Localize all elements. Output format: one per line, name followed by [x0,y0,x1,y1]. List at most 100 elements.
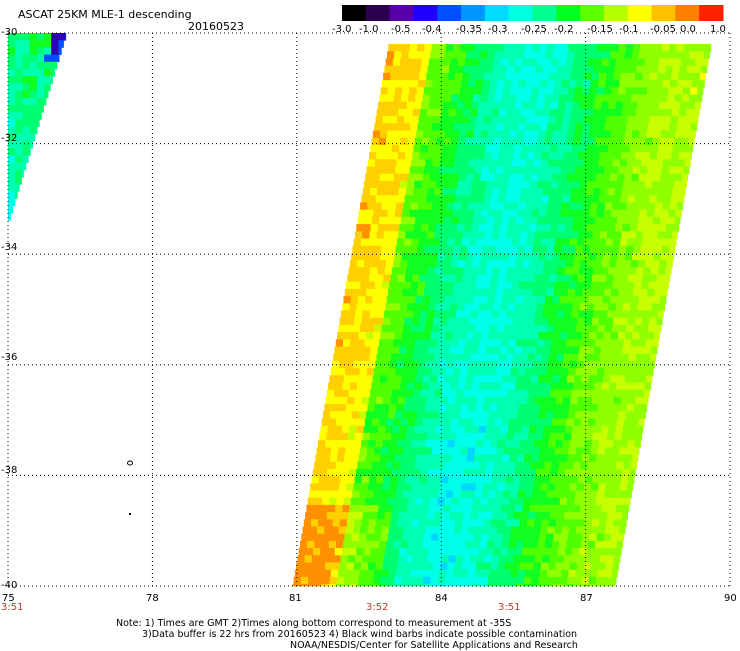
data-cell [593,65,601,74]
data-cell [344,533,353,542]
data-cell [456,65,464,74]
data-cell [587,137,596,146]
data-cell [387,332,396,340]
data-cell [379,94,387,103]
data-cell [566,173,575,182]
data-cell [331,483,340,491]
data-cell [422,461,430,470]
data-cell [416,533,425,542]
data-cell [568,569,577,578]
data-cell [394,332,403,340]
data-cell [493,303,501,311]
data-cell [458,540,466,549]
data-cell [443,461,452,470]
data-cell [350,296,359,304]
data-cell [687,144,694,153]
data-cell [592,152,600,160]
data-cell [311,476,320,484]
data-cell [488,411,497,419]
colorbar-tick-label: -0.05 [650,24,676,35]
data-cell [15,191,18,199]
data-cell [575,490,583,499]
data-cell [364,504,372,513]
data-cell [500,548,508,556]
data-cell [490,116,499,124]
data-cell [609,461,617,470]
data-cell [385,224,393,232]
data-cell [407,584,416,587]
data-cell [580,58,588,67]
data-cell [594,504,602,513]
data-cell [440,562,448,571]
data-cell [624,173,632,182]
data-cell [630,137,639,146]
data-cell [482,123,490,131]
data-cell [478,425,487,434]
data-cell [686,65,695,74]
data-cell [381,368,389,376]
data-cell [672,188,680,196]
data-cell [377,548,386,556]
data-cell [376,274,384,283]
data-cell [574,130,583,139]
data-cell [656,274,665,283]
data-cell [404,317,413,326]
data-cell [598,483,606,491]
data-cell [652,260,660,268]
data-cell [598,159,606,167]
data-cell [638,216,646,225]
data-cell [15,105,23,113]
data-cell [369,231,377,239]
data-cell [342,504,350,513]
data-cell [590,80,599,88]
data-cell [519,483,527,491]
data-cell [531,332,540,340]
data-cell [377,144,386,153]
data-cell [44,40,52,48]
data-cell [480,94,488,103]
data-cell [597,490,605,499]
data-cell [344,411,353,419]
data-cell [376,152,384,160]
data-cell [355,310,363,319]
data-cell [408,130,417,139]
data-cell [630,58,639,67]
data-cell [414,58,423,67]
data-cell [610,209,619,218]
data-cell [617,497,625,506]
data-cell [627,159,635,167]
data-cell [297,555,305,563]
data-cell [542,188,551,196]
data-cell [649,72,658,81]
data-cell [431,166,439,175]
data-cell [294,569,303,578]
data-cell [567,252,575,261]
data-cell [536,303,545,311]
data-cell [367,404,376,412]
data-cell [505,116,513,124]
data-cell [320,425,329,434]
data-cell [537,94,546,103]
data-cell [570,152,579,160]
data-cell [696,94,703,103]
data-cell [428,548,436,556]
data-cell [602,94,611,103]
data-cell [640,202,649,211]
data-cell [500,504,509,513]
data-cell [44,47,52,55]
data-cell [438,87,446,95]
data-cell [356,224,364,232]
data-cell [386,461,394,470]
data-cell [459,332,468,340]
data-cell [503,569,512,578]
data-cell [547,80,556,88]
data-cell [551,137,560,146]
data-cell [513,555,521,563]
data-cell [607,432,615,441]
data-cell [427,389,436,398]
data-cell [524,166,533,175]
data-cell [532,123,541,131]
data-cell [376,476,384,484]
data-cell [328,540,337,549]
data-cell [364,584,372,587]
